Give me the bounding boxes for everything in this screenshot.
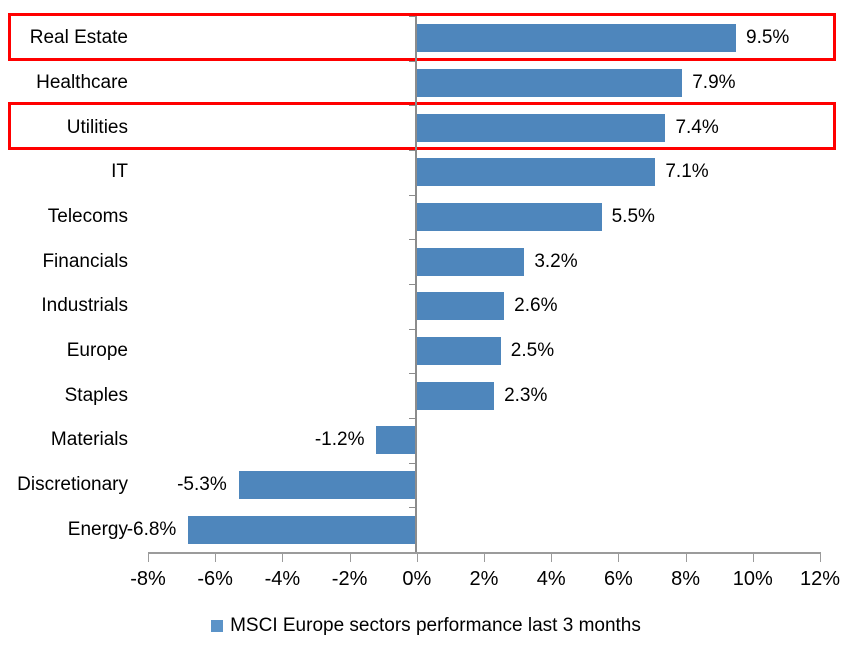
x-axis-tick xyxy=(215,552,217,562)
bar xyxy=(416,69,683,97)
y-axis-tick xyxy=(409,284,415,285)
value-label: 7.1% xyxy=(665,161,709,183)
category-label: Europe xyxy=(66,339,128,361)
x-axis-tick xyxy=(820,552,821,562)
bar xyxy=(416,113,666,142)
category-label: Financials xyxy=(42,250,128,272)
y-axis-tick xyxy=(409,239,415,241)
category-label: Real Estate xyxy=(29,27,128,49)
legend-label: MSCI Europe sectors performance last 3 m… xyxy=(230,615,641,636)
x-axis-tick-label: 2% xyxy=(469,568,499,590)
y-axis-tick xyxy=(409,105,415,107)
category-label: Staples xyxy=(64,384,128,406)
bar xyxy=(188,515,417,544)
x-axis-tick xyxy=(484,552,485,562)
value-label: 2.6% xyxy=(514,295,558,317)
x-axis-tick xyxy=(752,552,754,562)
bar xyxy=(416,203,602,231)
category-label: Healthcare xyxy=(36,71,128,93)
x-axis-tick-label: 8% xyxy=(671,568,701,590)
x-axis-tick xyxy=(685,552,687,562)
x-axis-tick-label: -8% xyxy=(130,568,166,590)
x-axis-tick xyxy=(618,552,620,562)
value-label: 9.5% xyxy=(746,27,790,49)
category-label: IT xyxy=(111,161,128,183)
y-axis-tick xyxy=(409,150,415,151)
y-axis-tick xyxy=(409,194,415,196)
value-label: -6.8% xyxy=(126,518,177,540)
bar xyxy=(238,471,417,499)
y-axis-tick xyxy=(409,462,415,464)
x-axis-tick-label: 12% xyxy=(799,568,841,590)
category-label: Discretionary xyxy=(17,473,128,495)
x-axis-tick-label: 0% xyxy=(402,568,432,590)
y-axis-tick xyxy=(409,373,415,375)
x-axis-tick-label: 4% xyxy=(536,568,566,590)
x-axis-tick xyxy=(416,552,418,562)
category-label: Telecoms xyxy=(47,205,128,227)
bar xyxy=(416,158,656,187)
value-label: 2.5% xyxy=(510,339,555,361)
y-axis-tick xyxy=(409,418,415,419)
value-label: 7.9% xyxy=(692,71,736,93)
x-axis-tick xyxy=(282,552,284,562)
x-axis-tick-label: -6% xyxy=(197,568,233,590)
value-label: 3.2% xyxy=(534,250,578,272)
category-label: Industrials xyxy=(41,295,128,317)
bar xyxy=(416,247,525,276)
x-axis-tick xyxy=(148,552,149,562)
x-axis-tick-label: -4% xyxy=(264,568,301,590)
value-label: -1.2% xyxy=(314,429,365,451)
x-axis-tick-label: 6% xyxy=(603,568,633,590)
bar xyxy=(416,381,495,410)
value-label: -5.3% xyxy=(177,473,227,495)
category-label: Materials xyxy=(50,429,128,451)
y-axis-tick xyxy=(409,60,415,62)
value-label: 7.4% xyxy=(675,116,719,138)
y-axis-tick xyxy=(409,16,415,17)
bar xyxy=(416,24,736,53)
category-label: Energy xyxy=(67,518,128,540)
x-axis-tick xyxy=(551,552,553,562)
x-axis-tick-label: 10% xyxy=(732,568,773,590)
y-axis-tick xyxy=(409,328,415,330)
bar xyxy=(416,292,505,321)
y-axis-line xyxy=(415,16,417,552)
x-axis-tick xyxy=(349,552,351,562)
x-axis-tick-label: -2% xyxy=(331,568,368,590)
bar xyxy=(376,426,417,455)
legend-marker-icon xyxy=(211,620,224,632)
value-label: 5.5% xyxy=(611,205,655,227)
y-axis-tick xyxy=(409,507,415,509)
legend: MSCI Europe sectors performance last 3 m… xyxy=(0,612,852,640)
value-label: 2.3% xyxy=(504,384,548,406)
category-label: Utilities xyxy=(66,116,128,138)
bar xyxy=(416,337,501,365)
